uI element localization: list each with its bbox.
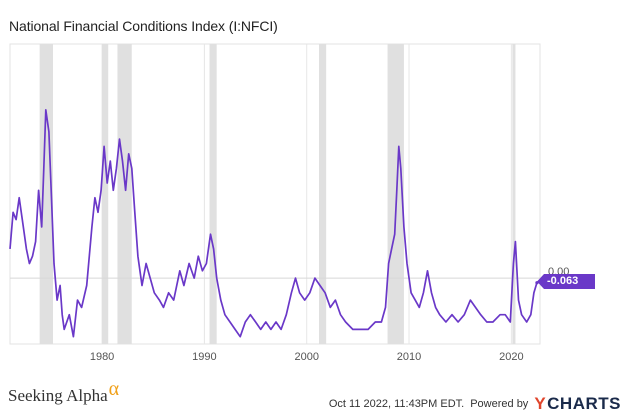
recession-band: [117, 44, 132, 344]
x-tick-label: 2020: [499, 351, 523, 363]
ycharts-logo[interactable]: Y CHARTS: [534, 394, 621, 414]
plot-frame: [9, 43, 541, 345]
recession-band: [512, 44, 516, 344]
recession-band: [102, 44, 109, 344]
recession-band: [318, 44, 327, 344]
alpha-symbol-icon: α: [108, 378, 120, 400]
ycharts-y-mark: Y: [534, 394, 547, 413]
seeking-alpha-logo: Seeking Alphaα: [8, 378, 119, 407]
recession-band: [39, 44, 53, 344]
powered-by-label: Powered by: [470, 398, 529, 410]
x-tick-label: 1990: [192, 351, 216, 363]
x-tick-label: 2010: [397, 351, 421, 363]
timestamp: Oct 11 2022, 11:43PM EDT.: [328, 398, 465, 410]
ycharts-wordmark: CHARTS: [547, 394, 621, 413]
last-value-badge: -0.063: [537, 274, 595, 289]
recession-band: [387, 44, 404, 344]
footer-attribution: Oct 11 2022, 11:43PM EDT. Powered by Y CH…: [329, 394, 621, 414]
brand-name: Seeking Alpha: [8, 386, 108, 405]
nfci-series-line: [9, 109, 538, 338]
chart-title: National Financial Conditions Index (I:N…: [9, 18, 278, 34]
recession-band: [209, 44, 217, 344]
x-tick-label: 2000: [294, 351, 318, 363]
x-tick-label: 1980: [90, 351, 114, 363]
